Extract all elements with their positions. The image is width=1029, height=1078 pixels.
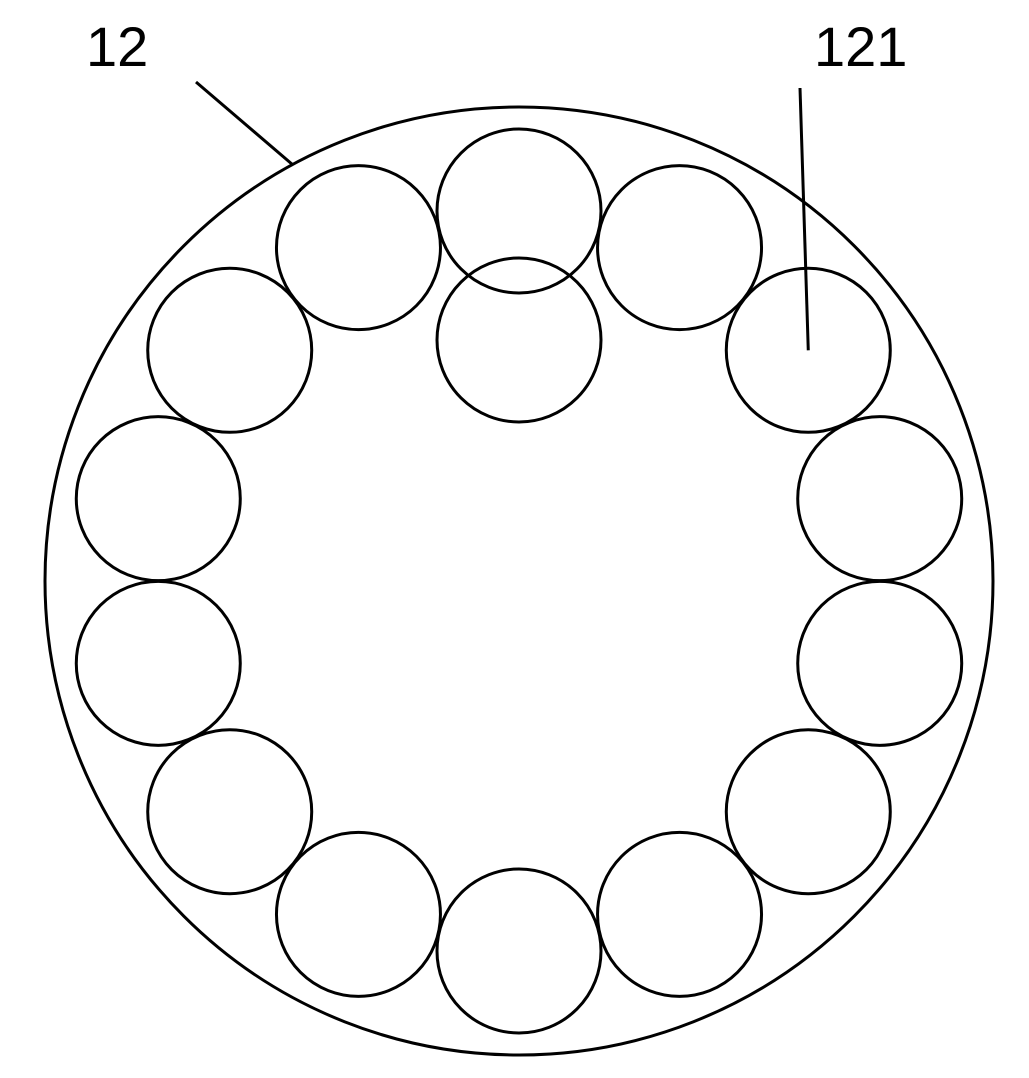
label-12: 12: [86, 15, 148, 78]
label-121: 121: [814, 15, 907, 78]
background: [0, 0, 1029, 1078]
